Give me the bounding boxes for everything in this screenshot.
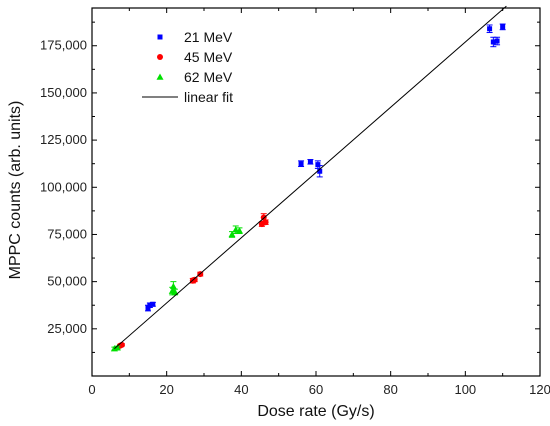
y-tick-label: 125,000 [40,132,87,147]
y-tick-label: 25,000 [47,321,87,336]
legend-label: 62 MeV [184,69,233,85]
y-tick-label: 100,000 [40,179,87,194]
data-point [487,26,493,32]
legend-marker [156,73,164,80]
x-tick-label: 120 [529,382,550,397]
y-tick-label: 75,000 [47,226,87,241]
data-point [494,38,500,44]
data-point [228,230,236,238]
data-point [315,162,321,168]
legend-label: linear fit [184,89,233,105]
y-axis: 25,000 50,000 75,000 100,000 125,000 150,000 1… [40,21,540,353]
fit-line [114,5,507,350]
x-tick-label: 20 [159,382,173,397]
data-point [113,344,121,351]
legend-marker [157,54,163,60]
y-tick-label: 175,000 [40,38,87,53]
data-point [500,24,506,30]
x-tick-label: 80 [383,382,397,397]
data-point [145,305,151,311]
x-tick-label: 0 [88,382,95,397]
x-tick-label: 40 [234,382,248,397]
x-axis-title: Dose rate (Gy/s) [257,403,374,420]
data-point [262,219,269,226]
data-point [490,39,496,45]
data-point [150,301,156,307]
data-point [317,168,323,174]
legend: 21 MeV 45 MeV 62 MeV linear fit [142,29,233,105]
x-axis: 0 20 40 60 80 100 120 [88,8,550,397]
y-tick-label: 150,000 [40,85,87,100]
plot-frame [91,7,541,377]
legend-label: 45 MeV [184,49,233,65]
data-point [298,161,304,167]
plot-frame-border [91,7,541,377]
x-tick-label: 100 [454,382,476,397]
legend-marker [157,34,163,40]
data-point [307,159,313,165]
data-point [169,282,177,290]
y-tick-label: 50,000 [47,274,87,289]
data-point [235,227,243,234]
plot-area [110,5,507,352]
data-point [191,276,198,283]
x-tick-label: 60 [309,382,323,397]
y-axis-title: MPPC counts (arb. units) [7,101,24,280]
data-point [147,302,153,308]
legend-label: 21 MeV [184,29,233,45]
data-point [171,288,179,295]
